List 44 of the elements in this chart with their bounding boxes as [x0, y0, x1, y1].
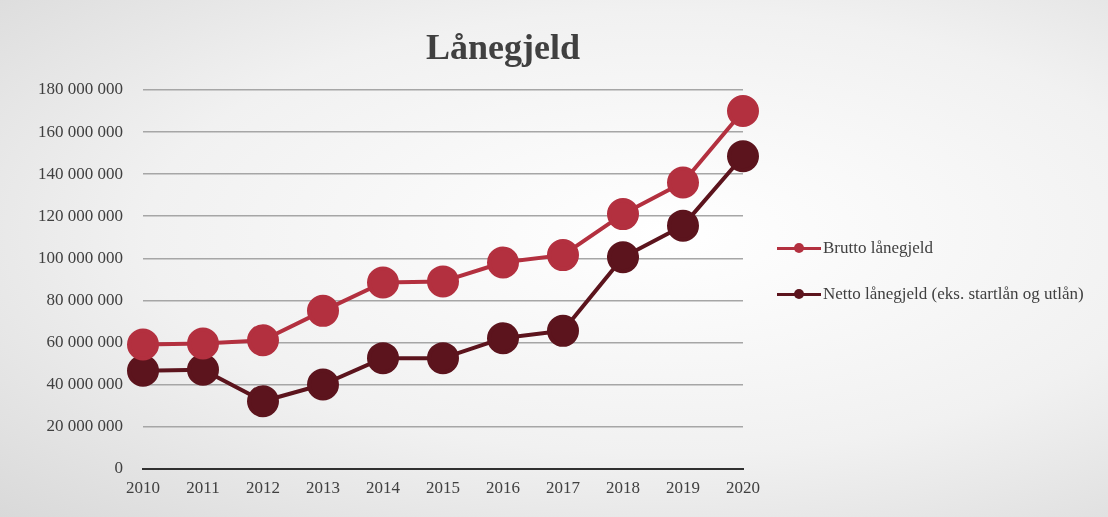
y-tick-label: 160 000 000	[38, 121, 123, 141]
point	[667, 166, 699, 199]
point	[727, 140, 759, 173]
y-tick-label: 140 000 000	[38, 163, 123, 183]
point	[487, 322, 519, 355]
x-tick-label: 2014	[366, 478, 401, 498]
x-tick-label: 2019	[666, 478, 700, 498]
point	[427, 265, 459, 298]
x-tick-label: 2015	[426, 478, 460, 498]
point	[727, 95, 759, 128]
y-tick-label: 0	[114, 458, 123, 478]
point	[607, 241, 639, 274]
chart-title: Lånegjeld	[425, 27, 581, 68]
point	[427, 342, 459, 375]
point	[307, 294, 339, 327]
point	[307, 368, 339, 401]
legend-label: Brutto lånegjeld	[823, 238, 934, 258]
point	[547, 239, 579, 272]
point	[367, 266, 399, 299]
point	[367, 342, 399, 375]
y-tick-label: 20 000 000	[46, 416, 123, 435]
x-tick-label: 2017	[546, 478, 581, 498]
point	[187, 327, 219, 360]
x-tick-label: 2018	[606, 478, 640, 498]
point	[667, 209, 699, 242]
y-tick-label: 60 000 000	[46, 331, 123, 351]
x-tick-label: 2011	[186, 478, 220, 498]
point	[127, 328, 159, 361]
y-tick-label: 100 000 000	[38, 247, 123, 267]
y-tick-label: 120 000 000	[38, 205, 123, 225]
legend-label: Netto lånegjeld (eks. startlån og utlån)	[823, 284, 1084, 304]
y-tick-label: 40 000 000	[46, 373, 123, 393]
x-tick-label: 2012	[246, 478, 280, 498]
x-tick-label: 2010	[126, 478, 160, 498]
point	[247, 385, 279, 418]
point	[607, 198, 639, 231]
point	[247, 324, 279, 357]
y-tick-label: 80 000 000	[46, 289, 123, 309]
x-tick-label: 2020	[726, 478, 760, 498]
x-tick-label: 2016	[486, 478, 520, 498]
point	[547, 314, 579, 347]
point	[487, 246, 519, 279]
y-tick-label: 180 000 000	[38, 79, 123, 99]
x-tick-label: 2013	[306, 478, 340, 498]
